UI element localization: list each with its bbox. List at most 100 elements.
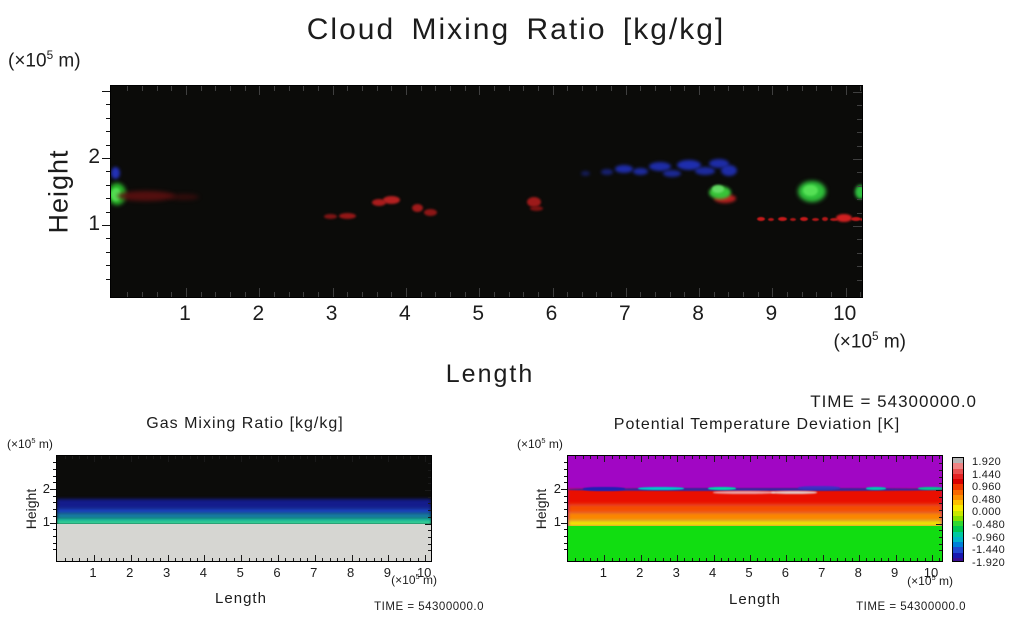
x-axis-tick [79, 558, 81, 561]
y-axis-tick [50, 522, 56, 524]
y-axis-tick [428, 543, 431, 545]
cloud-feature-blob [412, 204, 423, 212]
theta-heatmap-band [568, 504, 942, 513]
x-axis-tick [597, 558, 599, 561]
x-tick-label: 5 [472, 302, 485, 325]
x-tick-label: 2 [636, 565, 644, 580]
cloud-feature-blob [111, 167, 120, 179]
x-tick-label: 8 [346, 565, 355, 580]
x-axis-tick [130, 456, 132, 462]
x-axis-tick [86, 456, 88, 459]
cloud-feature-blob [530, 206, 543, 211]
x-tick-label: 9 [765, 302, 778, 325]
x-axis-tick [669, 456, 671, 459]
x-axis-tick [816, 292, 818, 297]
x-axis-tick [197, 456, 199, 459]
gas-panel-title: Gas Mixing Ratio [kg/kg] [146, 415, 344, 432]
gas-heatmap-band [57, 524, 431, 561]
x-axis-tick [800, 558, 802, 561]
y-axis-tick [857, 145, 862, 147]
x-axis-tick [859, 555, 861, 561]
x-axis-tick [241, 555, 243, 561]
y-axis-tick [857, 279, 862, 281]
x-axis-tick [152, 456, 154, 459]
y-axis-tick [939, 530, 942, 532]
x-axis-tick [932, 555, 933, 561]
x-axis-tick [881, 558, 883, 561]
x-axis-tick [347, 292, 349, 297]
x-axis-tick [735, 558, 737, 561]
y-axis-tick [106, 265, 110, 267]
x-axis-tick [171, 86, 173, 91]
x-axis-tick [743, 292, 745, 297]
cloud-feature-blob [111, 188, 121, 201]
x-axis-tick [844, 456, 846, 459]
colorbar-label: 0.000 [972, 506, 1002, 519]
gas-heatmap [56, 455, 432, 562]
x-axis-tick [160, 456, 162, 459]
y-axis-tick [936, 523, 942, 525]
x-axis-tick [662, 456, 664, 459]
x-axis-tick [410, 456, 412, 459]
theta-heatmap-band [568, 520, 942, 527]
time-label-large: TIME = 54300000.0 [810, 392, 977, 411]
x-axis-tick [655, 292, 657, 297]
x-axis-tick [167, 456, 169, 462]
x-axis-tick [728, 456, 730, 459]
x-axis-tick [417, 558, 419, 561]
x-tick-label: 3 [325, 302, 338, 325]
y-axis-tick [53, 509, 56, 511]
x-axis-tick [64, 558, 66, 561]
cloud-feature-blob [778, 217, 787, 221]
x-tick-label: 7 [310, 565, 318, 580]
x-tick-label: 8 [692, 302, 704, 325]
cloud-feature-blob [712, 185, 724, 193]
cloud-feature-blob [324, 214, 337, 219]
x-axis-tick [130, 555, 132, 561]
x-axis-tick [405, 86, 407, 95]
x-axis-tick [706, 456, 708, 459]
x-axis-tick [815, 456, 817, 459]
x-axis-tick [449, 292, 451, 297]
x-axis-tick [391, 292, 393, 297]
y-axis-tick [425, 490, 431, 491]
theta-y-axis-unit: (×105 m) [517, 436, 563, 451]
x-axis-tick [830, 558, 832, 561]
y-axis-tick [857, 185, 862, 187]
x-axis-tick [215, 86, 217, 91]
y-axis-tick [939, 550, 942, 552]
x-axis-tick [435, 86, 437, 91]
x-axis-tick [800, 456, 802, 459]
x-axis-tick [859, 456, 861, 462]
x-axis-tick [336, 456, 338, 459]
x-axis-tick [329, 558, 331, 561]
cloud-feature-blob [822, 217, 828, 221]
x-axis-tick [822, 456, 824, 462]
x-axis-tick [127, 86, 129, 91]
x-axis-tick [263, 456, 265, 459]
cloud-feature-blob [800, 217, 808, 221]
y-axis-tick [106, 117, 110, 119]
x-axis-tick [300, 558, 302, 561]
x-axis-tick [108, 456, 110, 459]
y-axis-tick [857, 266, 862, 268]
x-axis-tick [771, 456, 773, 459]
x-axis-tick [764, 558, 766, 561]
x-axis-tick [388, 555, 390, 561]
x-axis-tick [845, 86, 847, 95]
y-axis-tick [106, 198, 110, 200]
x-axis-tick [750, 456, 751, 462]
x-axis-tick [417, 456, 419, 459]
x-axis-tick [757, 86, 759, 91]
colorbar-segment [953, 536, 963, 542]
cloud-feature-blob [721, 165, 737, 176]
x-tick-label: 6 [781, 565, 789, 580]
colorbar-segment [953, 463, 963, 469]
x-axis-tick [626, 456, 628, 459]
x-axis-tick [351, 456, 353, 462]
y-axis-tick [53, 468, 56, 470]
y-axis-tick [857, 105, 862, 107]
x-axis-tick [581, 86, 583, 91]
cloud-feature-blob [383, 196, 400, 204]
